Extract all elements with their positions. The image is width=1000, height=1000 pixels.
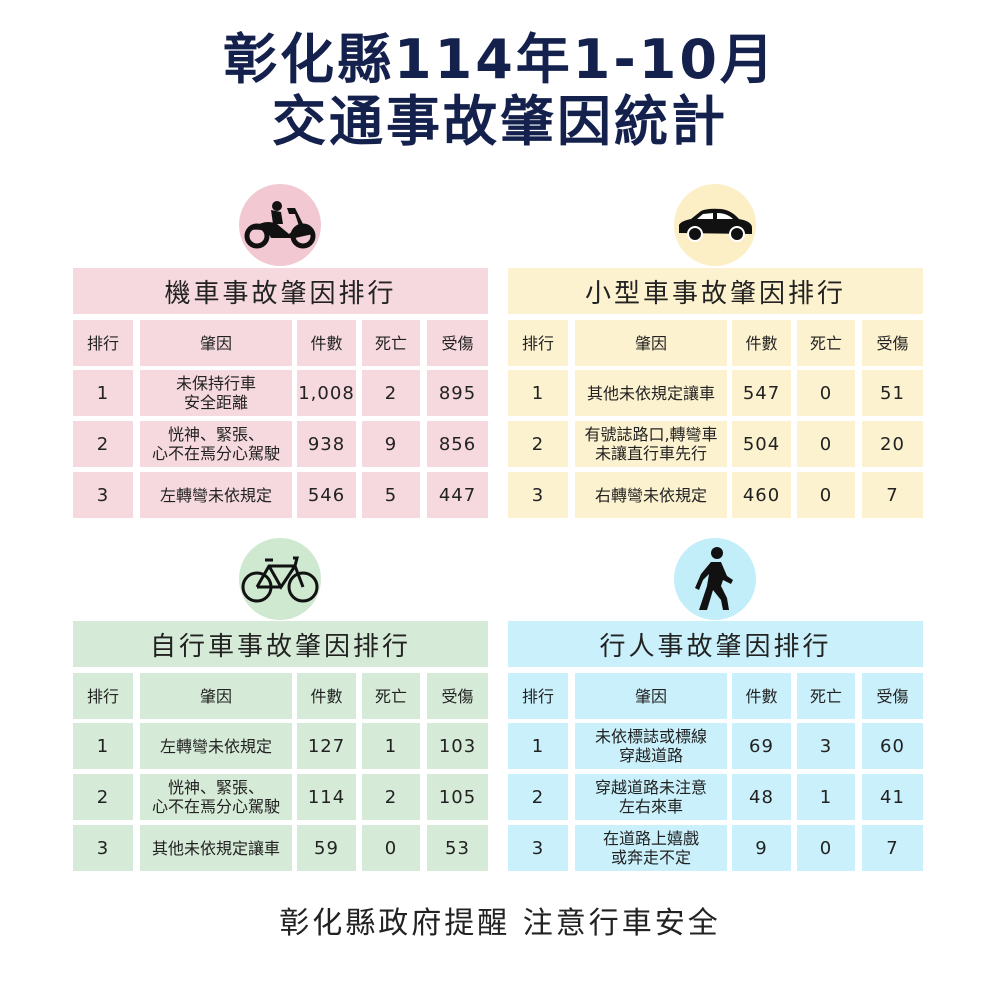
table-cell-count: 59 <box>297 825 356 871</box>
table-cell-cause: 恍神、緊張、 心不在焉分心駕駛 <box>140 774 292 820</box>
table-cell-injuries: 20 <box>862 421 923 467</box>
column-header-cause: 肇因 <box>575 320 727 366</box>
column-header-count: 件數 <box>297 320 356 366</box>
table-cell-deaths: 0 <box>797 472 855 518</box>
table-cell-rank: 1 <box>73 723 133 769</box>
table-cell-count: 1,008 <box>297 370 356 416</box>
table-cell-deaths: 5 <box>362 472 420 518</box>
motorcycle-panel-title: 機車事故肇因排行 <box>73 268 488 314</box>
table-cell-count: 69 <box>732 723 791 769</box>
page-title-line-1: 彰化縣114年1-10月 <box>223 28 777 91</box>
table-cell-injuries: 7 <box>862 472 923 518</box>
table-cell-rank: 1 <box>508 723 568 769</box>
column-header-injuries: 受傷 <box>862 320 923 366</box>
table-cell-injuries: 53 <box>427 825 488 871</box>
column-header-count: 件數 <box>732 320 791 366</box>
table-cell-deaths: 1 <box>797 774 855 820</box>
table-cell-count: 460 <box>732 472 791 518</box>
bicycle-icon-circle <box>239 538 321 620</box>
table-cell-rank: 3 <box>508 472 568 518</box>
column-header-cause: 肇因 <box>140 673 292 719</box>
column-header-cause: 肇因 <box>140 320 292 366</box>
column-header-deaths: 死亡 <box>362 673 420 719</box>
car-icon-circle <box>674 184 756 266</box>
column-header-rank: 排行 <box>508 320 568 366</box>
column-header-deaths: 死亡 <box>362 320 420 366</box>
table-cell-cause: 其他未依規定讓車 <box>575 370 727 416</box>
table-cell-injuries: 7 <box>862 825 923 871</box>
table-cell-count: 48 <box>732 774 791 820</box>
table-cell-count: 546 <box>297 472 356 518</box>
table-cell-deaths: 1 <box>362 723 420 769</box>
column-header-injuries: 受傷 <box>427 673 488 719</box>
table-cell-count: 127 <box>297 723 356 769</box>
pedestrian-icon <box>693 546 737 612</box>
motorcycle-icon <box>243 200 317 250</box>
table-cell-deaths: 9 <box>362 421 420 467</box>
table-cell-deaths: 0 <box>797 421 855 467</box>
table-cell-cause: 右轉彎未依規定 <box>575 472 727 518</box>
table-cell-rank: 1 <box>508 370 568 416</box>
table-cell-deaths: 2 <box>362 370 420 416</box>
column-header-rank: 排行 <box>73 673 133 719</box>
table-cell-rank: 2 <box>73 421 133 467</box>
footer-reminder: 彰化縣政府提醒 注意行車安全 <box>279 906 721 941</box>
table-cell-deaths: 3 <box>797 723 855 769</box>
table-cell-cause: 有號誌路口,轉彎車 未讓直行車先行 <box>575 421 727 467</box>
bicycle-panel-title: 自行車事故肇因排行 <box>73 621 488 667</box>
column-header-injuries: 受傷 <box>862 673 923 719</box>
table-cell-rank: 2 <box>508 774 568 820</box>
pedestrian-panel-title: 行人事故肇因排行 <box>508 621 923 667</box>
table-cell-rank: 2 <box>73 774 133 820</box>
column-header-count: 件數 <box>732 673 791 719</box>
table-cell-deaths: 0 <box>797 370 855 416</box>
pedestrian-panel: 行人事故肇因排行 排行 肇因 件數 死亡 受傷 1 未依標誌或標線 穿越道路 69 3 60 2 穿越道… <box>508 621 923 872</box>
car-panel-title: 小型車事故肇因排行 <box>508 268 923 314</box>
column-header-count: 件數 <box>297 673 356 719</box>
table-cell-deaths: 0 <box>362 825 420 871</box>
table-cell-injuries: 41 <box>862 774 923 820</box>
table-cell-deaths: 2 <box>362 774 420 820</box>
car-icon <box>675 207 755 243</box>
column-header-cause: 肇因 <box>575 673 727 719</box>
table-cell-rank: 2 <box>508 421 568 467</box>
table-cell-count: 504 <box>732 421 791 467</box>
bicycle-panel: 自行車事故肇因排行 排行 肇因 件數 死亡 受傷 1 左轉彎未依規定 127 1 103 2 恍神、緊張… <box>73 621 488 872</box>
pedestrian-icon-circle <box>674 538 756 620</box>
motorcycle-panel: 機車事故肇因排行 排行 肇因 件數 死亡 受傷 1 未保持行車 安全距離 1,008 2 895 2 恍… <box>73 268 488 519</box>
table-cell-cause: 左轉彎未依規定 <box>140 723 292 769</box>
table-cell-count: 9 <box>732 825 791 871</box>
table-cell-deaths: 0 <box>797 825 855 871</box>
table-cell-count: 547 <box>732 370 791 416</box>
column-header-rank: 排行 <box>73 320 133 366</box>
table-cell-injuries: 447 <box>427 472 488 518</box>
page-title-line-2: 交通事故肇因統計 <box>272 90 728 153</box>
table-cell-injuries: 856 <box>427 421 488 467</box>
table-cell-injuries: 105 <box>427 774 488 820</box>
table-cell-cause: 穿越道路未注意 左右來車 <box>575 774 727 820</box>
table-cell-cause: 在道路上嬉戲 或奔走不定 <box>575 825 727 871</box>
table-cell-rank: 3 <box>73 825 133 871</box>
table-cell-cause: 未保持行車 安全距離 <box>140 370 292 416</box>
table-cell-injuries: 895 <box>427 370 488 416</box>
table-cell-rank: 3 <box>508 825 568 871</box>
column-header-rank: 排行 <box>508 673 568 719</box>
table-cell-cause: 其他未依規定讓車 <box>140 825 292 871</box>
column-header-injuries: 受傷 <box>427 320 488 366</box>
car-panel: 小型車事故肇因排行 排行 肇因 件數 死亡 受傷 1 其他未依規定讓車 547 0 51 2 有號誌路口… <box>508 268 923 519</box>
column-header-deaths: 死亡 <box>797 673 855 719</box>
table-cell-count: 114 <box>297 774 356 820</box>
table-cell-count: 938 <box>297 421 356 467</box>
table-cell-injuries: 60 <box>862 723 923 769</box>
table-cell-cause: 恍神、緊張、 心不在焉分心駕駛 <box>140 421 292 467</box>
table-cell-injuries: 51 <box>862 370 923 416</box>
table-cell-rank: 1 <box>73 370 133 416</box>
table-cell-rank: 3 <box>73 472 133 518</box>
motorcycle-icon-circle <box>239 184 321 266</box>
column-header-deaths: 死亡 <box>797 320 855 366</box>
bicycle-icon <box>241 554 319 604</box>
table-cell-cause: 未依標誌或標線 穿越道路 <box>575 723 727 769</box>
table-cell-injuries: 103 <box>427 723 488 769</box>
table-cell-cause: 左轉彎未依規定 <box>140 472 292 518</box>
